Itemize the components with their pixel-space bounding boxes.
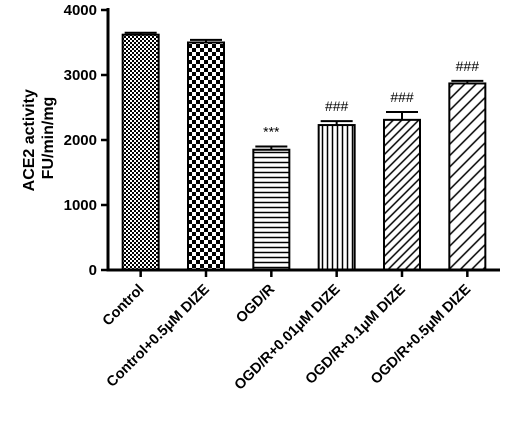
significance-label: ### (390, 89, 414, 105)
bars: *** ### ### ### (121, 31, 487, 272)
y-tick-label: 0 (89, 262, 97, 279)
y-axis-title: ACE2 activity FU/min/mg (21, 85, 57, 192)
y-tick-label: 2000 (64, 132, 97, 149)
bar (317, 124, 356, 271)
bar (121, 33, 160, 272)
bar (252, 148, 291, 271)
y-axis-title-line1: ACE2 activity (21, 89, 38, 191)
bar (448, 82, 487, 271)
significance-label: ### (325, 98, 349, 114)
x-tick-label: Control (100, 282, 148, 330)
bar (383, 118, 421, 271)
y-axis: 0 1000 2000 3000 4000 (64, 2, 110, 279)
y-tick-label: 1000 (64, 197, 97, 214)
bar (187, 41, 225, 271)
x-tick-label: OGD/R+0.01μM DIZE (232, 281, 344, 393)
significance-label: ### (456, 58, 480, 74)
significance-label: *** (263, 124, 280, 140)
y-axis-title-line2: FU/min/mg (40, 97, 57, 180)
x-tick-label: OGD/R (233, 281, 278, 326)
y-tick-label: 4000 (64, 2, 97, 19)
y-tick-label: 3000 (64, 67, 97, 84)
